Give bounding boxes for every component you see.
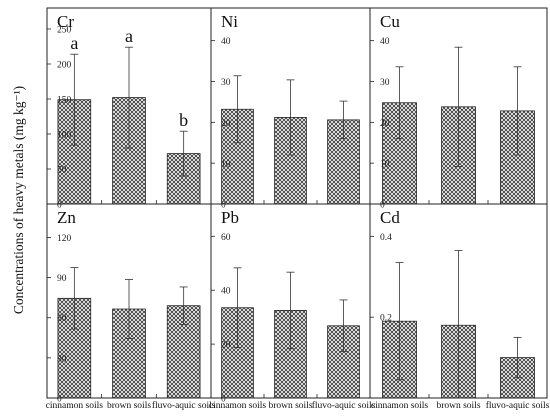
panel-title: Pb: [221, 208, 239, 227]
y-tick-label: 10: [380, 160, 390, 170]
y-tick-label: 30: [57, 354, 67, 364]
panel-frame: [369, 203, 548, 399]
panel-cd: cinnamon soils brown soils fluvo-aquic soi…: [369, 203, 550, 411]
y-tick-label: 30: [221, 78, 231, 88]
y-axis-label: Concentrations of heavy metals (mg kg⁻¹): [11, 85, 26, 315]
significance-letter: a: [70, 33, 78, 53]
x-tick-label: cinnamon soils: [371, 401, 429, 411]
y-tick-label: 30: [380, 78, 390, 88]
panel-ni: 0 10 20 30 40 Ni: [210, 7, 371, 211]
y-tick-label: 0.4: [380, 233, 392, 243]
x-tick-label: brown soils: [268, 401, 312, 411]
x-tick-label: brown soils: [436, 401, 480, 411]
y-tick-label: 50: [57, 166, 67, 176]
y-tick-label: 0.2: [380, 314, 392, 324]
y-tick-label: 40: [380, 37, 390, 47]
x-tick-label: fluvo-aquic soils: [312, 400, 376, 411]
panel-zn: cinnamon soils brown soils fluvo-aquic soi…: [46, 203, 216, 411]
panel-title: Ni: [221, 12, 238, 31]
x-tick-label: brown soils: [107, 401, 151, 411]
y-tick-label: 10: [221, 160, 231, 170]
y-tick-label: 60: [57, 314, 67, 324]
y-tick-label: 0: [221, 395, 226, 405]
y-tick-label: 40: [221, 287, 231, 297]
y-tick-label: 0: [221, 201, 226, 211]
y-tick-label: 120: [57, 234, 72, 244]
significance-letter: b: [179, 110, 188, 130]
y-tick-label: 40: [221, 37, 231, 47]
significance-letter: a: [125, 26, 133, 46]
panel-cu: 0 10 20 30 40 Cu: [369, 7, 548, 211]
x-tick-label: cinnamon soils: [46, 401, 104, 411]
y-tick-label: 20: [380, 119, 390, 129]
x-tick-label: fluvo-aquic soils: [486, 400, 550, 411]
y-tick-label: 200: [57, 61, 72, 71]
panel-title: Zn: [57, 208, 76, 227]
panel-title: Cd: [380, 208, 400, 227]
y-tick-label: 250: [57, 26, 72, 36]
y-tick-label: 0: [380, 201, 385, 211]
panel-pb: cinnamon soils brown soils fluvo-aquic soi…: [209, 203, 376, 411]
y-tick-label: 0: [57, 201, 62, 211]
panel-title: Cr: [57, 12, 74, 31]
y-tick-label: 100: [57, 131, 72, 141]
y-tick-label: 60: [221, 233, 231, 243]
y-tick-label: 20: [221, 119, 231, 129]
y-tick-label: 20: [221, 341, 231, 351]
x-tick-label: fluvo-aquic soils: [152, 400, 216, 411]
y-tick-label: 0: [57, 395, 62, 405]
y-tick-label: 90: [57, 274, 67, 284]
x-tick-label: cinnamon soils: [209, 401, 267, 411]
panel-title: Cu: [380, 12, 400, 31]
y-tick-label: 150: [57, 96, 72, 106]
